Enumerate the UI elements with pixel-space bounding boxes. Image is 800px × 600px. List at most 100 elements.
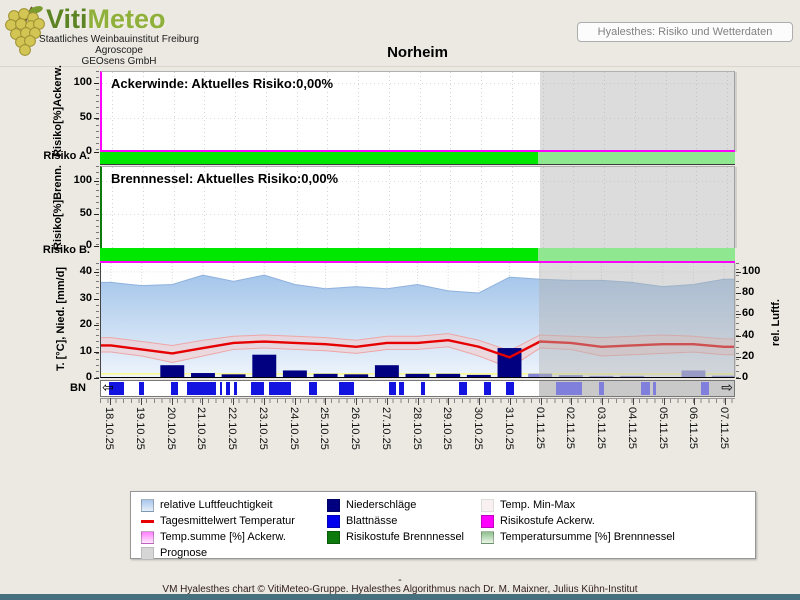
day-tick [233, 398, 234, 405]
date-gridline [173, 167, 175, 248]
chart-panel-weather [100, 263, 736, 378]
prognosis-overlay [539, 263, 736, 377]
y-tick-mark [94, 298, 99, 300]
minor-ticks-ackerwinde [96, 71, 99, 152]
date-label: 25.10.25 [318, 407, 331, 450]
blattnaesse-strip: ⇦ ⇨ [100, 380, 735, 397]
risikostufe-ackerwinde-line [100, 261, 735, 263]
day-tick [171, 398, 173, 405]
day-tick [140, 398, 142, 405]
date-gridline [235, 72, 236, 152]
date-gridline [450, 167, 452, 248]
legend-label: Blattnässe [346, 515, 398, 527]
date-label: 20.10.25 [164, 407, 177, 450]
risk-ok-prognosis-segment [538, 152, 735, 164]
scroll-right-arrow-icon[interactable]: ⇨ [721, 380, 733, 396]
y-tick-mark [736, 293, 741, 295]
date-gridline [481, 167, 482, 248]
date-gridline [327, 167, 329, 248]
legend-item: Risikostufe Ackerw. [481, 513, 675, 529]
y-tick-label: 0 [742, 371, 749, 383]
legend-label: Temp.summe [%] Ackerw. [160, 531, 286, 543]
date-gridline [573, 167, 575, 248]
view-selector-button[interactable]: Hyalesthes: Risiko und Wetterdaten [577, 22, 793, 42]
chart-panel-ackerwinde: Ackerwinde: Aktuelles Risiko:0,00% [100, 71, 737, 152]
footer-credit: VM Hyalesthes chart © VitiMeteo-Gruppe. … [162, 584, 638, 595]
legend-label: Niederschläge [346, 499, 417, 511]
day-tick [294, 398, 296, 405]
y-tick-label: 0 [85, 239, 92, 251]
risiko-b-label: Risiko B. [42, 244, 90, 256]
risikostufe-band-ackerwinde [100, 152, 735, 165]
day-tick [694, 398, 696, 405]
y-tick-mark [94, 378, 99, 379]
risk-ok-segment [100, 152, 538, 164]
gridlines-brennnessel [102, 167, 734, 248]
date-label: 28.10.25 [410, 407, 423, 450]
date-gridline [388, 72, 390, 152]
date-label: 31.10.25 [502, 407, 515, 450]
legend-item: Temperatursumme [%] Brennnessel [481, 529, 675, 545]
blattnaesse-bar [109, 382, 125, 395]
legend-item: Temp. Min-Max [481, 497, 675, 513]
risiko-ackerw-swatch [481, 514, 494, 528]
legend: relative Luftfeuchtigkeit Tagesmittelwert… [130, 491, 756, 560]
day-tick [509, 398, 511, 405]
y-tick-mark [94, 152, 99, 153]
niederschlag-swatch [327, 498, 340, 512]
y-tick-mark [94, 325, 99, 326]
blattnaesse-bar [399, 382, 404, 395]
y-tick-mark [94, 181, 99, 182]
blattnaesse-bar [459, 382, 467, 395]
scroll-left-arrow-icon[interactable]: ⇦ [102, 380, 114, 396]
y-tick-mark [94, 117, 99, 119]
value-gridline [102, 83, 734, 84]
date-label: 21.10.25 [195, 407, 208, 450]
date-label: 26.10.25 [349, 407, 361, 450]
legend-item: Temp.summe [%] Ackerw. [141, 529, 295, 545]
blattnaesse-bar [388, 382, 396, 395]
grape-cluster-logo [5, 6, 45, 56]
brennnessel-title: Brennnessel: Aktuelles Risiko:0,00% [111, 171, 339, 186]
day-tick [448, 398, 450, 405]
date-label: 04.11.25 [625, 407, 638, 450]
date-gridline [235, 167, 236, 248]
date-gridline [265, 72, 267, 152]
date-gridline [634, 167, 636, 248]
date-gridline [727, 167, 728, 248]
day-tick [417, 398, 419, 405]
prognosis-background [539, 381, 734, 396]
day-tick [110, 398, 111, 405]
blattnaesse-bar [339, 382, 354, 395]
blattnaesse-bar [226, 382, 231, 395]
logo-sub-agroscope: Agroscope [95, 45, 143, 56]
logo-sub-geosens: GEOsens GmbH [81, 56, 157, 67]
humidity-swatch [141, 498, 154, 512]
y-tick-label: 30 [79, 291, 92, 304]
logo-subtitles: Staatliches Weinbauinstitut Freiburg Agr… [14, 34, 224, 67]
blattnaesse-bar [233, 382, 237, 395]
day-tick [325, 398, 327, 405]
legend-label: Risikostufe Brennnessel [346, 531, 465, 543]
date-label: 01.11.25 [533, 407, 546, 450]
blattnaesse-bar [308, 382, 317, 395]
date-gridline [358, 72, 359, 152]
tempsum-ackerw-swatch [141, 530, 154, 544]
y-tick-mark [94, 246, 99, 247]
date-gridline [419, 167, 421, 248]
y-tick-mark [736, 356, 741, 358]
blattnaesse-bar [652, 382, 656, 395]
prognose-swatch [141, 546, 154, 560]
y-tick-mark [736, 272, 741, 273]
y-tick-label: 100 [742, 265, 761, 277]
date-label: 23.10.25 [256, 407, 269, 450]
date-gridline [419, 72, 421, 152]
y-tick-label: 50 [79, 206, 92, 219]
logo-vitimeteo: VitiMeteo [46, 4, 166, 35]
date-gridline [604, 72, 605, 152]
station-title: Norheim [387, 44, 448, 61]
date-gridline [112, 167, 113, 248]
date-gridline [358, 167, 359, 248]
date-gridline [142, 72, 144, 152]
